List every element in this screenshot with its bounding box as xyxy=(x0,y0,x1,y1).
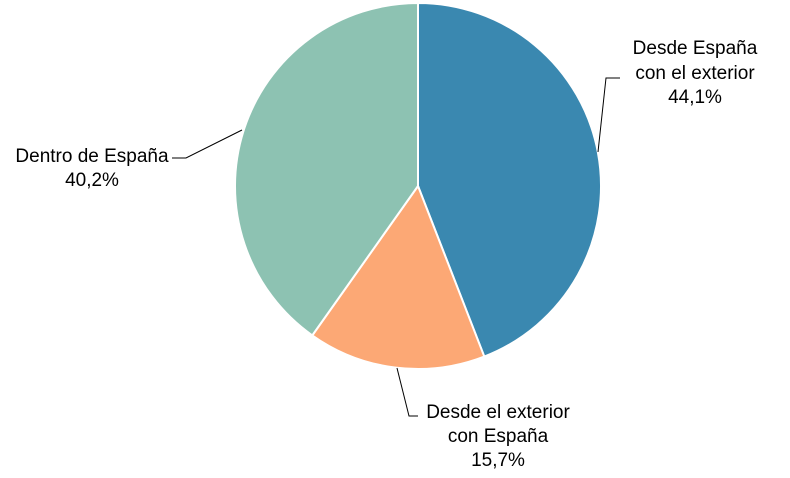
pie-slice-2 xyxy=(311,185,486,370)
pie-slice-1 xyxy=(417,2,602,358)
pie-slices xyxy=(234,2,602,370)
slice-labels: Desde España con el exterior 44,1% Desde el… xyxy=(15,38,757,471)
leader-line-3 xyxy=(172,129,243,159)
leader-lines xyxy=(172,77,620,417)
pie-slice-3 xyxy=(234,2,419,337)
slice-category-label-2: Desde el exterior xyxy=(426,402,570,423)
slice-category-label-2: con España xyxy=(448,426,549,447)
leader-line-2 xyxy=(396,367,418,417)
slice-value-label-1: 44,1% xyxy=(668,87,722,108)
slice-value-label-3: 40,2% xyxy=(65,170,119,191)
slice-category-label-1: Desde España xyxy=(633,38,758,59)
slice-value-label-2: 15,7% xyxy=(471,450,525,471)
leader-line-1 xyxy=(597,77,620,153)
slice-category-label-3: Dentro de España xyxy=(15,146,169,167)
slice-category-label-1: con el exterior xyxy=(635,63,755,84)
